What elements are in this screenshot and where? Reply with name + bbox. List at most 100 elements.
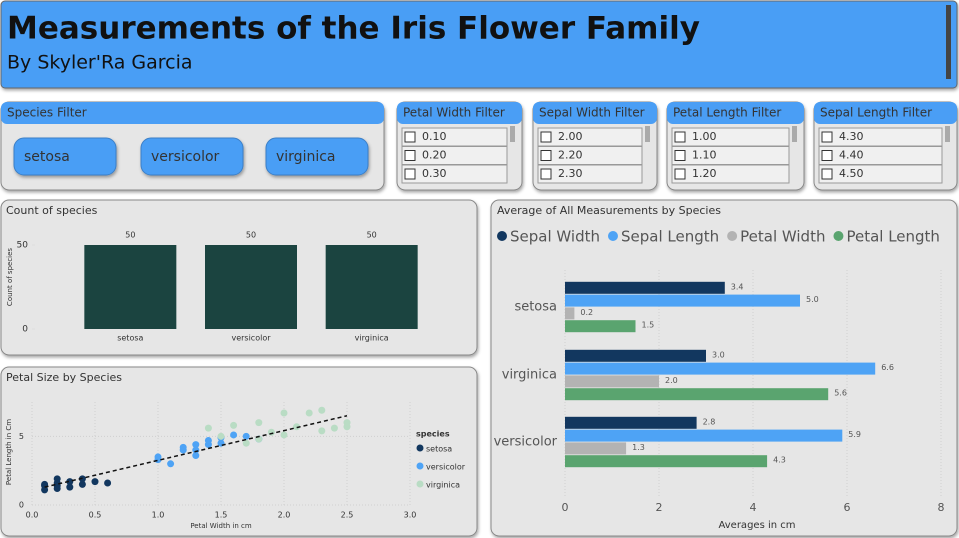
- bar: [565, 362, 876, 375]
- bar: [565, 281, 725, 294]
- scatter-panel: [0, 366, 478, 537]
- filter-scrollbar: [645, 126, 650, 142]
- point: [242, 439, 250, 447]
- x-tick-label: 0.0: [26, 511, 39, 520]
- filter-item-box[interactable]: [671, 146, 790, 165]
- checkbox[interactable]: [674, 150, 686, 161]
- species-button-label[interactable]: versicolor: [151, 149, 220, 165]
- point: [66, 483, 74, 491]
- filter-item-box[interactable]: [818, 127, 943, 147]
- filter-title: Sepal Length Filter: [820, 106, 932, 120]
- category-label: virginica: [502, 368, 557, 383]
- point: [255, 419, 263, 427]
- filter-item-label[interactable]: 1.10: [692, 149, 717, 162]
- filter-item-box[interactable]: [537, 146, 643, 165]
- legend-label: virginica: [426, 481, 460, 490]
- chart-title: Petal Size by Species: [6, 371, 122, 384]
- x-tick-label: 1.5: [215, 511, 228, 520]
- y-axis-title: Petal Length in Cm: [5, 419, 13, 485]
- bar: [565, 455, 768, 468]
- checkbox[interactable]: [674, 168, 686, 180]
- point: [305, 409, 313, 417]
- filter-item-box[interactable]: [401, 127, 508, 147]
- x-tick-label: 0.5: [89, 511, 102, 520]
- filter-item-label[interactable]: 2.00: [558, 130, 583, 143]
- category-label: versicolor: [494, 435, 558, 450]
- point: [66, 478, 74, 486]
- value-label: 4.3: [773, 456, 786, 465]
- point: [192, 441, 200, 449]
- x-tick-label: 4: [750, 501, 757, 514]
- x-tick-label: 8: [938, 501, 945, 514]
- legend-label: versicolor: [426, 463, 466, 472]
- filter-item-box[interactable]: [401, 146, 508, 165]
- point: [230, 421, 238, 429]
- point: [192, 446, 200, 454]
- filter-item-box[interactable]: [671, 164, 790, 184]
- checkbox[interactable]: [674, 131, 686, 143]
- species-button[interactable]: [140, 137, 244, 176]
- filter-item-box[interactable]: [671, 127, 790, 147]
- filter-item-label[interactable]: 0.10: [422, 130, 447, 143]
- bar: [565, 388, 829, 401]
- legend-marker: [833, 231, 844, 241]
- value-label: 5.0: [806, 295, 819, 304]
- filter-item-label[interactable]: 0.30: [422, 167, 447, 180]
- checkbox[interactable]: [404, 150, 416, 161]
- point: [179, 443, 187, 451]
- filter-item-label[interactable]: 4.40: [839, 149, 864, 162]
- filter-item-box[interactable]: [818, 164, 943, 184]
- value-label: 3.0: [712, 350, 725, 359]
- filter-header: [1, 102, 384, 124]
- filter-item-box[interactable]: [537, 127, 643, 147]
- species-button-label[interactable]: virginica: [276, 149, 336, 165]
- filter-header: [667, 102, 804, 124]
- checkbox[interactable]: [821, 150, 833, 161]
- filter-item-label[interactable]: 2.20: [558, 149, 583, 162]
- header-bar: [0, 0, 958, 89]
- bar: [325, 245, 418, 329]
- point: [267, 428, 275, 436]
- filter-item-label[interactable]: 1.00: [692, 130, 717, 143]
- checkbox[interactable]: [404, 131, 416, 143]
- species-button[interactable]: [265, 137, 369, 176]
- point: [318, 427, 326, 435]
- filter-item-label[interactable]: 1.20: [692, 167, 717, 180]
- point: [91, 478, 99, 486]
- value-label: 3.4: [731, 282, 744, 291]
- checkbox[interactable]: [404, 168, 416, 180]
- bar: [565, 375, 659, 388]
- point: [318, 406, 326, 414]
- checkbox[interactable]: [540, 131, 552, 143]
- point: [330, 424, 338, 432]
- category-label: setosa: [514, 300, 557, 315]
- filter-item-box[interactable]: [537, 164, 643, 184]
- point: [167, 460, 175, 468]
- species-button[interactable]: [13, 137, 117, 176]
- filter-item-box[interactable]: [401, 164, 508, 184]
- point: [53, 475, 61, 483]
- filter-item-label[interactable]: 2.30: [558, 167, 583, 180]
- filter-header: [814, 102, 957, 124]
- filter-item-box[interactable]: [818, 146, 943, 165]
- bar: [565, 429, 843, 442]
- checkbox[interactable]: [540, 168, 552, 180]
- filter-item-label[interactable]: 4.50: [839, 167, 864, 180]
- value-label: 2.8: [703, 417, 716, 426]
- filter-item-label[interactable]: 0.20: [422, 149, 447, 162]
- x-tick-label: 2.5: [341, 511, 354, 520]
- checkbox[interactable]: [821, 168, 833, 180]
- point: [78, 480, 86, 488]
- point: [41, 486, 49, 494]
- checkbox[interactable]: [821, 131, 833, 143]
- value-label: 1.5: [642, 321, 655, 330]
- x-tick-label: 6: [844, 501, 851, 514]
- point: [280, 409, 288, 417]
- chart-title: Average of All Measurements by Species: [497, 204, 721, 217]
- x-tick-label: 2: [656, 501, 663, 514]
- checkbox[interactable]: [540, 150, 552, 161]
- filter-item-label[interactable]: 4.30: [839, 130, 864, 143]
- point: [53, 485, 61, 493]
- species-button-label[interactable]: setosa: [24, 149, 70, 165]
